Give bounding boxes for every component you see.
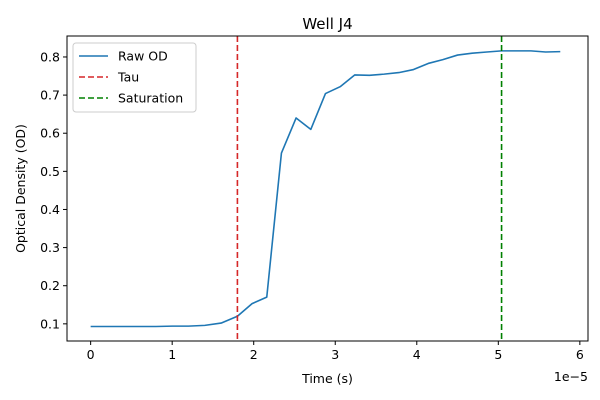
y-tick-label: 0.3: [40, 240, 60, 255]
y-axis: 0.1 0.2 0.3 0.4 0.5 0.6 0.7 0.8: [40, 49, 67, 331]
y-tick-label: 0.6: [40, 126, 60, 141]
y-tick-label: 0.2: [40, 278, 60, 293]
x-axis-label: Time (s): [301, 371, 353, 386]
y-tick-label: 0.4: [40, 202, 60, 217]
legend-label: Tau: [117, 70, 139, 85]
chart-title: Well J4: [302, 15, 352, 33]
x-axis-offset-text: 1e−5: [554, 369, 588, 384]
x-tick-label: 1: [168, 347, 176, 362]
legend-label: Saturation: [118, 91, 183, 106]
series-line-raw-od: [90, 50, 561, 328]
y-tick-label: 0.8: [40, 49, 60, 64]
legend-box: [72, 42, 197, 113]
plot-frame: [66, 35, 589, 342]
y-tick-label: 0.1: [40, 316, 60, 331]
y-tick-label: 0.5: [40, 164, 60, 179]
x-tick-label: 6: [576, 347, 584, 362]
x-tick-label: 0: [87, 347, 95, 362]
x-tick-label: 3: [331, 347, 339, 362]
x-tick-label: 2: [250, 347, 258, 362]
x-tick-label: 5: [494, 347, 502, 362]
x-axis: 0 1 2 3 4 5 6: [87, 341, 584, 362]
x-tick-label: 4: [413, 347, 421, 362]
y-tick-label: 0.7: [40, 88, 60, 103]
legend-label: Raw OD: [118, 49, 168, 64]
y-axis-label: Optical Density (OD): [13, 124, 28, 253]
legend: Raw OD Tau Saturation: [72, 42, 197, 113]
